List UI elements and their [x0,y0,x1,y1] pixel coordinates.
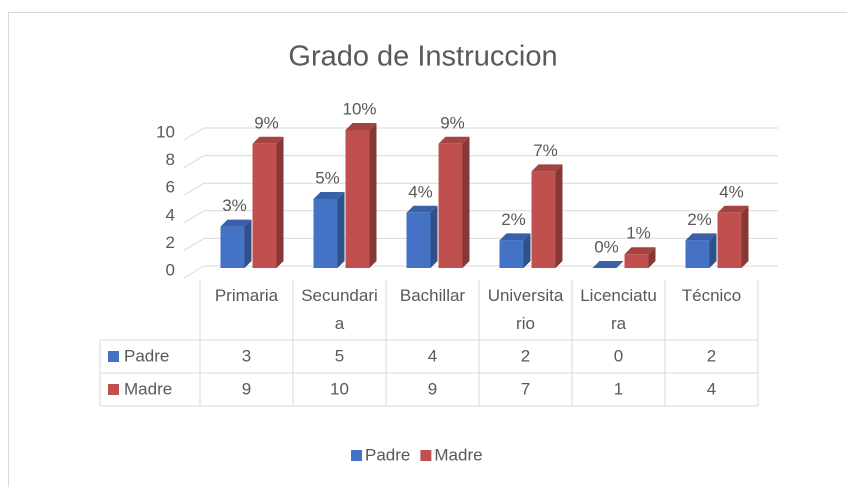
bar-face [592,261,624,268]
bar-face [624,247,656,255]
bar-face [438,136,470,144]
bar-face [709,233,717,268]
bar [499,233,531,268]
y-tick-label: 8 [166,150,175,169]
bar-face [406,212,431,268]
bar-face [369,123,377,268]
bar [252,136,284,268]
bar-face [345,123,377,130]
bar-face [624,254,649,268]
bar [313,192,345,268]
y-tick-label: 2 [166,233,175,252]
bar [685,233,717,268]
bar-face [685,240,710,268]
data-label: 1% [626,224,651,243]
bar-face [252,136,284,144]
grid-line-depth [183,127,205,141]
bar [531,164,563,268]
bar [717,205,749,268]
data-label: 7% [533,141,558,160]
bar-face [220,226,245,268]
legend-key [420,450,432,461]
data-label: 9% [440,113,465,132]
y-tick-label: 6 [166,178,175,197]
legend-key [108,384,119,395]
bar-face [531,164,563,172]
bar [345,123,377,268]
y-tick-label: 10 [156,122,175,141]
data-label: 5% [315,168,340,187]
legend-label: Padre [365,445,410,464]
table-value: 10 [330,379,349,398]
category-label: Universitario [487,286,564,333]
table-value: 3 [242,346,251,365]
bar-face [337,192,345,268]
table-value: 9 [428,379,437,398]
table-value: 5 [335,346,344,365]
bar-face [313,199,338,268]
bar-face [313,192,345,199]
data-label: 4% [719,182,744,201]
data-label: 2% [501,210,526,229]
data-label: 3% [222,196,247,215]
grid-line-depth [183,182,205,196]
grid-line-depth [183,210,205,224]
legend-label: Madre [434,445,482,464]
bar-face [685,233,717,241]
table-value: 1 [614,379,623,398]
data-label: 10% [342,99,376,118]
bar-face [345,130,370,268]
category-label: Primaria [214,286,279,305]
category-label: Técnico [681,286,742,305]
bar-face [438,143,463,268]
data-label: 9% [254,113,279,132]
grid-line-depth [183,155,205,169]
category-label: Secundaria [301,286,378,333]
table-value: 2 [707,346,716,365]
bar-face [276,136,284,268]
bar-face [430,205,438,268]
bar-face [717,205,749,213]
bar-face [648,247,656,268]
bar-face [252,143,277,268]
y-tick-label: 4 [166,205,175,224]
table-value: 4 [707,379,716,398]
data-label: 4% [408,182,433,201]
bar-face [220,219,252,227]
bar-face [555,164,563,268]
table-value: 0 [614,346,623,365]
bar-face [499,240,524,268]
category-label: Bachillar [399,286,466,305]
bar-face [462,136,470,268]
bar-face [531,171,556,268]
bar [624,247,656,268]
bar [406,205,438,268]
bar-face [523,233,531,268]
chart-title: Grado de Instruccion [288,41,557,73]
bar [220,219,252,268]
category-label: Licenciatura [580,286,657,333]
series-label: Madre [124,379,172,398]
y-tick-label: 0 [166,260,175,279]
legend-key [108,351,119,362]
bar [438,136,470,268]
table-value: 4 [428,346,437,365]
bar-face [717,212,742,268]
table-value: 9 [242,379,251,398]
bar-face [406,205,438,213]
bar-face [244,219,252,268]
data-label: 0% [594,237,619,256]
grid-line-depth [183,237,205,251]
bar [592,261,624,268]
bar-face [499,233,531,241]
bar-face [741,205,749,268]
grid-line-depth [183,265,205,279]
legend-key [351,450,362,461]
table-value: 2 [521,346,530,365]
data-label: 2% [687,210,712,229]
table-value: 7 [521,379,530,398]
series-label: Padre [124,346,169,365]
